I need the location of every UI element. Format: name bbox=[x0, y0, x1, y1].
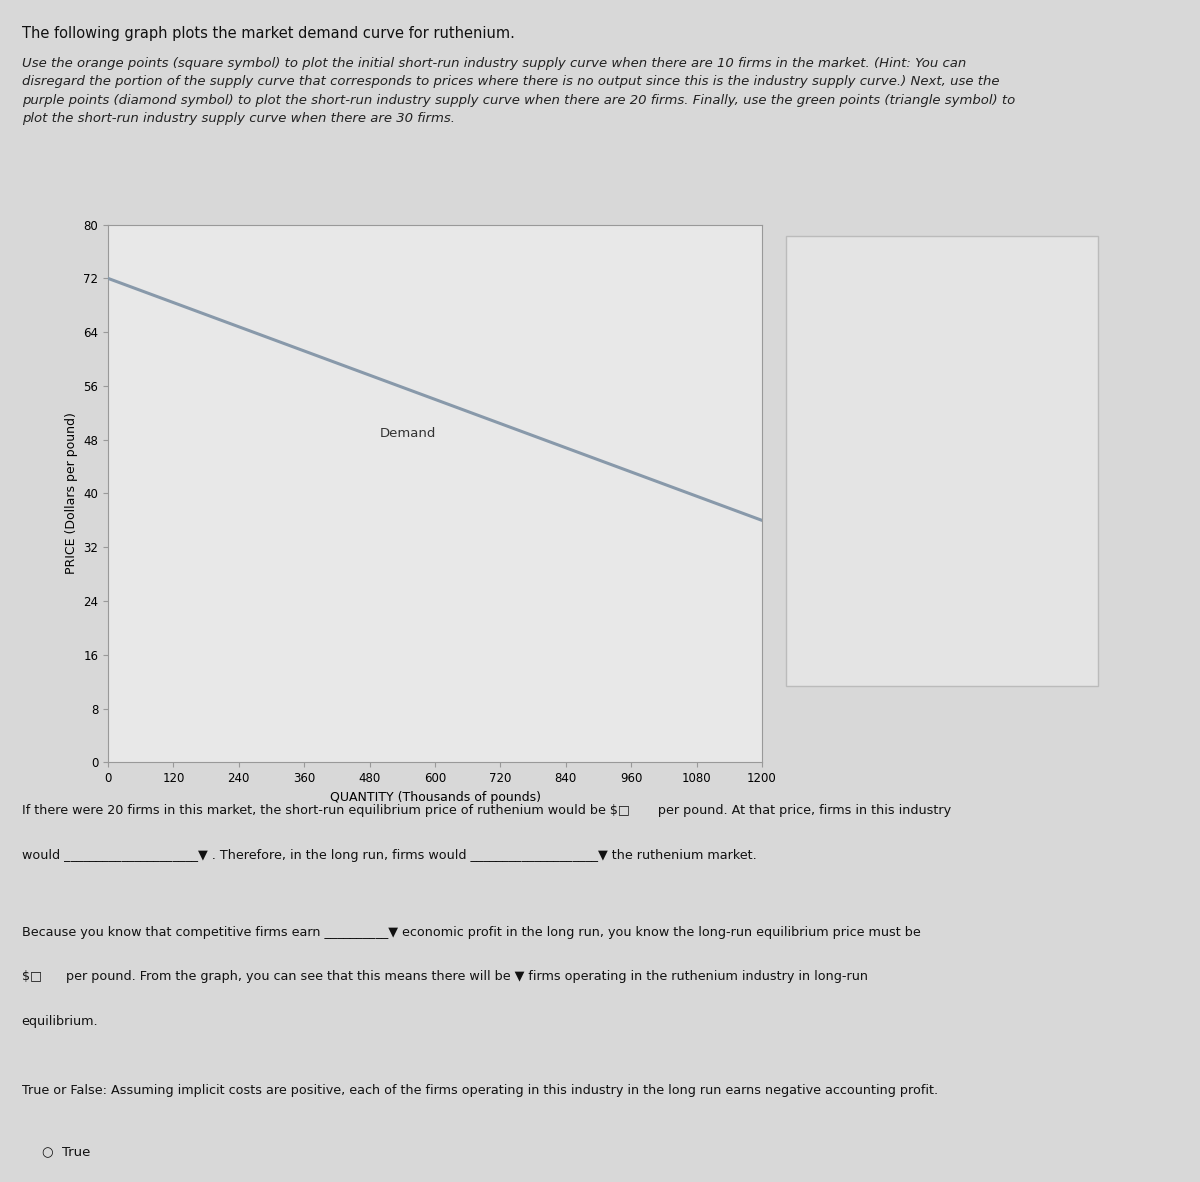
Text: Supply (10 firms): Supply (10 firms) bbox=[816, 389, 924, 402]
Text: would _____________________▼ . Therefore, in the long run, firms would _________: would _____________________▼ . Therefore… bbox=[22, 849, 756, 862]
Text: Supply (20 firms): Supply (20 firms) bbox=[816, 514, 924, 527]
Text: If there were 20 firms in this market, the short-run equilibrium price of ruthen: If there were 20 firms in this market, t… bbox=[22, 804, 950, 817]
Y-axis label: PRICE (Dollars per pound): PRICE (Dollars per pound) bbox=[65, 413, 78, 574]
X-axis label: QUANTITY (Thousands of pounds): QUANTITY (Thousands of pounds) bbox=[330, 791, 540, 804]
Text: Use the orange points (square symbol) to plot the initial short-run industry sup: Use the orange points (square symbol) to… bbox=[22, 57, 1015, 125]
Text: Demand: Demand bbox=[379, 427, 436, 440]
Text: True or False: Assuming implicit costs are positive, each of the firms operating: True or False: Assuming implicit costs a… bbox=[22, 1084, 937, 1097]
Text: $□      per pound. From the graph, you can see that this means there will be ▼ f: $□ per pound. From the graph, you can se… bbox=[22, 970, 868, 983]
Text: equilibrium.: equilibrium. bbox=[22, 1015, 98, 1028]
Text: Supply (20 firms): Supply (20 firms) bbox=[876, 455, 984, 467]
Text: Supply (10 firms): Supply (10 firms) bbox=[876, 329, 984, 342]
Text: Supply (30 firms): Supply (30 firms) bbox=[876, 580, 984, 593]
Text: Supply (30 firms): Supply (30 firms) bbox=[816, 639, 924, 652]
Text: ○  True: ○ True bbox=[42, 1145, 90, 1158]
Text: The following graph plots the market demand curve for ruthenium.: The following graph plots the market dem… bbox=[22, 26, 515, 41]
Text: Because you know that competitive firms earn __________▼ economic profit in the : Because you know that competitive firms … bbox=[22, 926, 920, 939]
Text: ?: ? bbox=[1063, 266, 1070, 280]
Circle shape bbox=[1048, 252, 1086, 294]
